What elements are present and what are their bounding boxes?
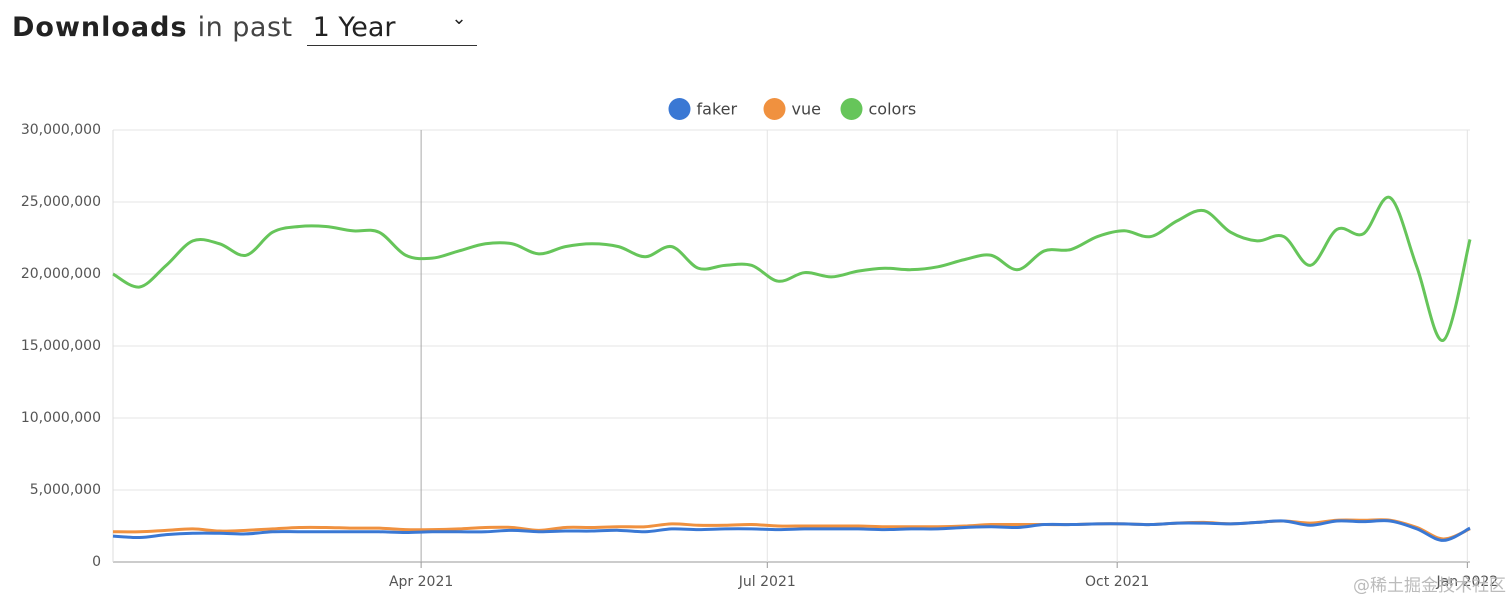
y-tick-label: 10,000,000 — [21, 410, 101, 426]
series-line — [112, 195, 1472, 342]
legend-marker — [840, 98, 863, 120]
y-tick-label: 15,000,000 — [21, 338, 101, 354]
legend-label: colors — [869, 100, 917, 119]
y-tick-label: 25,000,000 — [21, 194, 101, 210]
title: Downloads — [12, 12, 188, 43]
y-tick-label: 5,000,000 — [30, 482, 101, 498]
x-tick-label: Jul 2021 — [738, 574, 796, 590]
watermark: @稀土掘金技术社区 — [1353, 576, 1506, 596]
subtitle: in past — [197, 12, 293, 43]
x-tick-label: Jan 2022 — [1436, 574, 1499, 590]
legend-label: vue — [792, 100, 821, 119]
y-tick-label: 0 — [92, 554, 101, 570]
header: Downloads in past 1 Year — [12, 8, 477, 46]
y-tick-label: 30,000,000 — [21, 122, 101, 138]
legend-marker — [763, 98, 786, 120]
period-select[interactable]: 1 Year — [306, 8, 477, 46]
x-tick-label: Apr 2021 — [389, 574, 453, 590]
y-tick-label: 20,000,000 — [21, 266, 101, 282]
legend-label: faker — [697, 100, 738, 119]
x-tick-label: Oct 2021 — [1085, 574, 1149, 590]
legend-marker — [668, 98, 691, 120]
series-line — [112, 519, 1471, 542]
